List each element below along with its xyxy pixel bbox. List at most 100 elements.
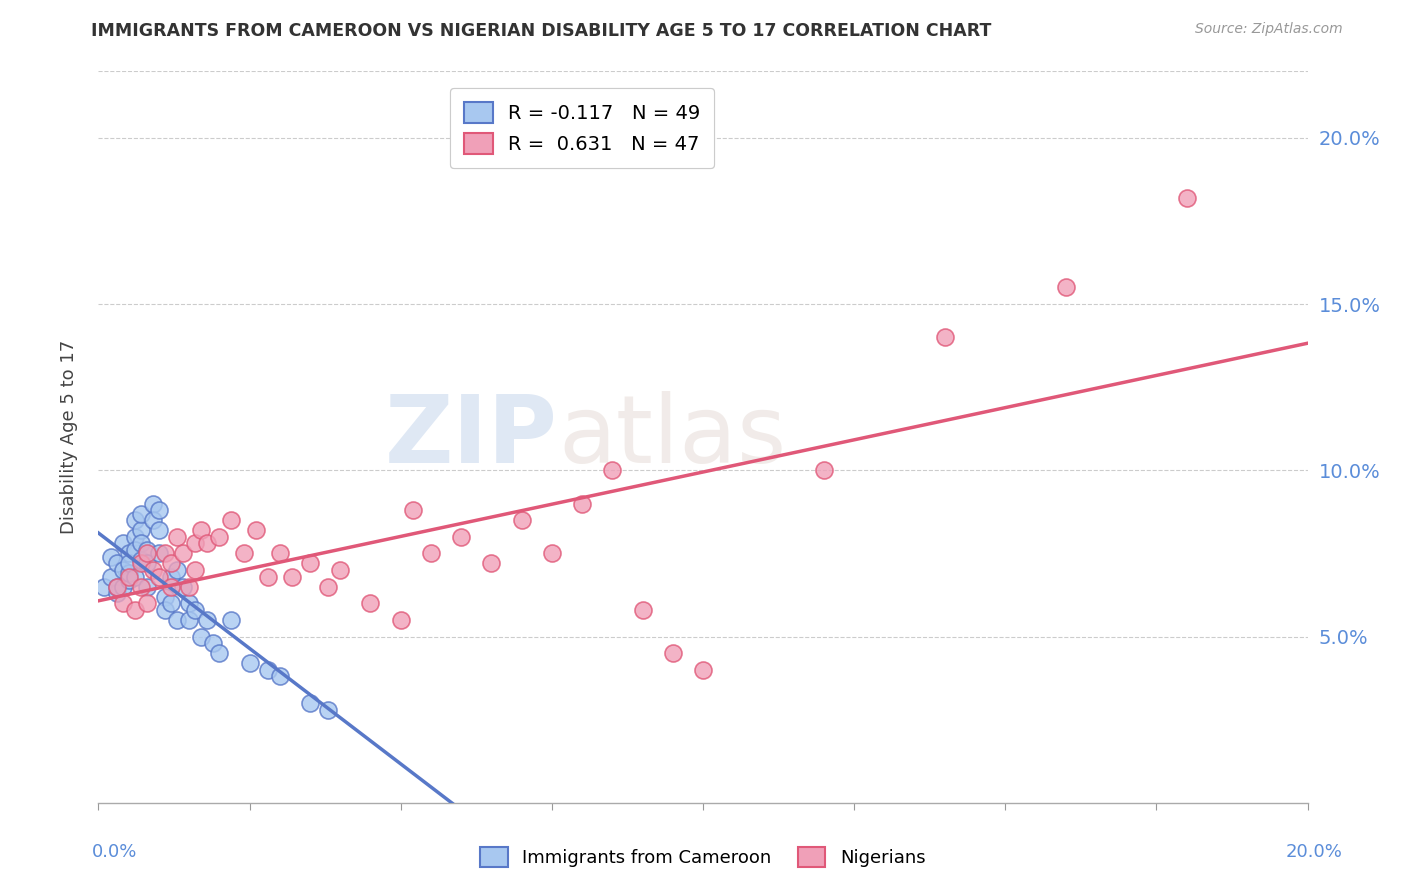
Point [450, 530, 472, 544]
Point [105, 557, 128, 571]
Point [190, 523, 212, 537]
Legend: Immigrants from Cameroon, Nigerians: Immigrants from Cameroon, Nigerians [474, 839, 932, 874]
Point [129, 523, 152, 537]
Point [269, 546, 291, 560]
Text: IMMIGRANTS FROM CAMEROON VS NIGERIAN DISABILITY AGE 5 TO 17 CORRELATION CHART: IMMIGRANTS FROM CAMEROON VS NIGERIAN DIS… [91, 22, 991, 40]
Point [118, 546, 141, 560]
Point [148, 570, 170, 584]
Point [148, 503, 170, 517]
Point [160, 570, 183, 584]
Point [129, 553, 152, 567]
Point [153, 590, 176, 604]
Point [100, 570, 122, 584]
Point [661, 646, 683, 660]
Point [389, 613, 412, 627]
Point [111, 536, 134, 550]
Point [402, 503, 425, 517]
Point [540, 546, 562, 560]
Point [160, 580, 183, 594]
Point [232, 546, 254, 560]
Text: ZIP: ZIP [385, 391, 558, 483]
Point [135, 580, 157, 594]
Point [281, 570, 304, 584]
Point [124, 530, 146, 544]
Text: atlas: atlas [558, 391, 786, 483]
Point [153, 603, 176, 617]
Point [124, 543, 146, 558]
Point [184, 563, 207, 577]
Point [160, 596, 183, 610]
Point [129, 580, 152, 594]
Point [166, 613, 188, 627]
Point [105, 580, 128, 594]
Point [195, 536, 218, 550]
Point [190, 630, 212, 644]
Point [481, 557, 503, 571]
Point [299, 557, 322, 571]
Point [420, 546, 443, 560]
Point [166, 563, 188, 577]
Point [299, 696, 322, 710]
Point [111, 580, 134, 594]
Point [129, 557, 152, 571]
Point [172, 580, 194, 594]
Point [172, 546, 194, 560]
Point [124, 513, 146, 527]
Point [148, 546, 170, 560]
Point [1054, 280, 1077, 294]
Point [135, 543, 157, 558]
Point [221, 613, 243, 627]
Point [124, 570, 146, 584]
Point [692, 663, 714, 677]
Point [118, 570, 141, 584]
Point [105, 580, 128, 594]
Y-axis label: Disability Age 5 to 17: Disability Age 5 to 17 [59, 340, 77, 534]
Point [202, 636, 225, 650]
Point [148, 523, 170, 537]
Point [135, 546, 157, 560]
Point [221, 513, 243, 527]
Point [602, 463, 624, 477]
Point [316, 580, 339, 594]
Point [239, 656, 262, 670]
Point [184, 536, 207, 550]
Point [179, 613, 201, 627]
Point [184, 603, 207, 617]
Point [208, 530, 231, 544]
Legend: R = -0.117   N = 49, R =  0.631   N = 47: R = -0.117 N = 49, R = 0.631 N = 47 [450, 88, 714, 168]
Point [208, 646, 231, 660]
Point [129, 507, 152, 521]
Text: Source: ZipAtlas.com: Source: ZipAtlas.com [1195, 22, 1343, 37]
Point [256, 570, 278, 584]
Point [510, 513, 533, 527]
Point [934, 330, 956, 344]
Point [195, 613, 218, 627]
Point [111, 596, 134, 610]
Point [160, 557, 183, 571]
Point [179, 580, 201, 594]
Point [179, 596, 201, 610]
Point [245, 523, 267, 537]
Point [142, 563, 165, 577]
Point [105, 586, 128, 600]
Point [135, 557, 157, 571]
Text: 20.0%: 20.0% [1286, 843, 1343, 861]
Point [1175, 191, 1198, 205]
Point [100, 549, 122, 564]
Point [111, 563, 134, 577]
Point [93, 580, 115, 594]
Point [118, 573, 141, 587]
Point [571, 497, 593, 511]
Point [142, 513, 165, 527]
Point [153, 546, 176, 560]
Point [142, 497, 165, 511]
Point [360, 596, 382, 610]
Point [631, 603, 654, 617]
Point [166, 530, 188, 544]
Point [135, 596, 157, 610]
Point [316, 703, 339, 717]
Point [269, 669, 291, 683]
Point [329, 563, 352, 577]
Point [256, 663, 278, 677]
Point [813, 463, 835, 477]
